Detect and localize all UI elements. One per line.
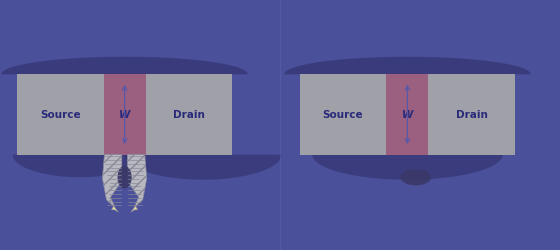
Bar xyxy=(300,75,386,155)
Polygon shape xyxy=(118,166,132,189)
Polygon shape xyxy=(128,155,147,209)
Ellipse shape xyxy=(400,170,431,186)
Polygon shape xyxy=(102,155,122,209)
Bar xyxy=(428,75,515,155)
Bar xyxy=(146,75,232,155)
Polygon shape xyxy=(111,206,119,212)
Bar xyxy=(17,75,104,155)
Polygon shape xyxy=(130,206,138,212)
Polygon shape xyxy=(125,155,282,180)
Text: Source: Source xyxy=(323,110,363,120)
Text: Drain: Drain xyxy=(173,110,205,120)
Bar xyxy=(104,75,146,155)
Polygon shape xyxy=(2,58,248,75)
Polygon shape xyxy=(312,155,503,180)
Bar xyxy=(386,75,428,155)
Text: Drain: Drain xyxy=(456,110,488,120)
Text: Source: Source xyxy=(40,110,81,120)
Text: W: W xyxy=(119,110,130,120)
Text: W: W xyxy=(402,110,413,120)
Polygon shape xyxy=(284,58,531,75)
Polygon shape xyxy=(13,155,147,178)
